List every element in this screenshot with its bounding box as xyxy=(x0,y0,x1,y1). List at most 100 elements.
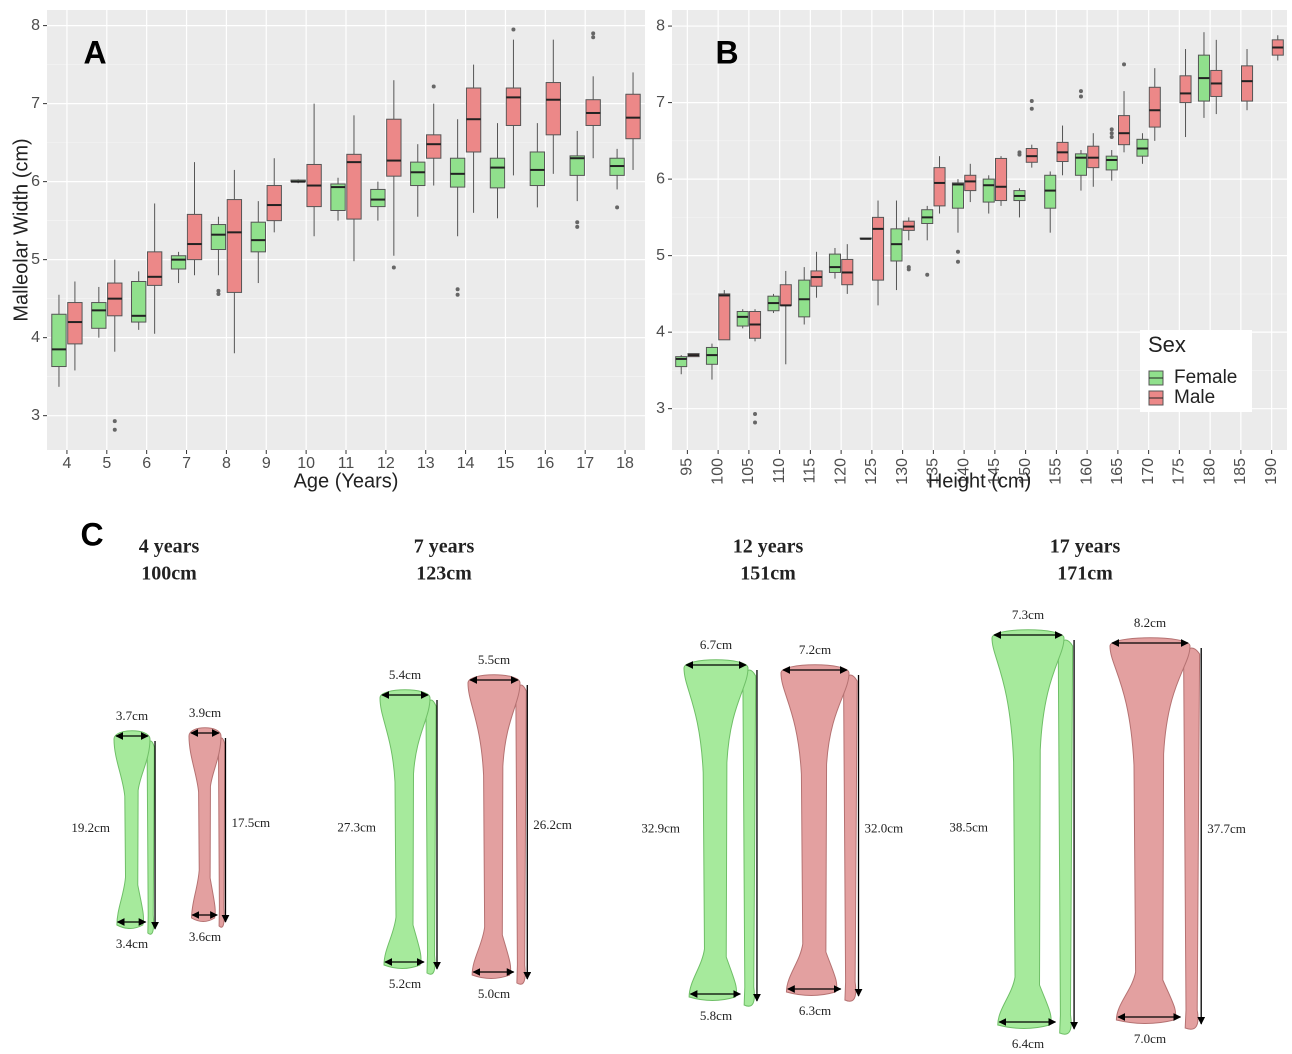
length-label: 19.2cm xyxy=(71,820,110,835)
outlier xyxy=(456,293,460,297)
male-tibia xyxy=(781,665,849,996)
x-tick-label: 175 xyxy=(1171,458,1188,485)
box xyxy=(983,179,994,202)
y-tick-label: 5 xyxy=(31,251,40,268)
y-tick-label: 7 xyxy=(31,95,40,112)
outlier xyxy=(432,84,436,88)
outlier xyxy=(1079,89,1083,93)
box xyxy=(1106,156,1117,170)
outlier xyxy=(575,220,579,224)
outlier xyxy=(753,412,757,416)
x-tick-label: 190 xyxy=(1263,458,1280,485)
box xyxy=(952,183,963,208)
y-tick-label: 6 xyxy=(656,170,665,187)
length-label: 32.9cm xyxy=(641,820,680,835)
x-tick-label: 6 xyxy=(142,455,151,472)
outlier xyxy=(925,273,929,277)
outlier xyxy=(511,28,515,32)
x-tick-label: 115 xyxy=(802,458,819,484)
box xyxy=(387,119,401,176)
outlier xyxy=(615,205,619,209)
outlier xyxy=(1030,107,1034,111)
box xyxy=(251,222,265,252)
x-axis-title: Height (cm) xyxy=(928,470,1031,492)
x-tick-label: 180 xyxy=(1201,458,1218,485)
box xyxy=(347,154,361,219)
bottom-width-label: 5.2cm xyxy=(389,976,421,991)
box xyxy=(171,256,185,269)
x-tick-label: 14 xyxy=(457,455,475,472)
top-width-label: 7.2cm xyxy=(799,642,831,657)
outlier xyxy=(907,267,911,271)
box xyxy=(450,158,464,187)
box xyxy=(92,303,106,329)
box xyxy=(1241,66,1252,101)
box xyxy=(427,135,441,158)
outlier xyxy=(956,260,960,264)
outlier xyxy=(1110,131,1114,135)
bottom-width-label: 5.0cm xyxy=(478,986,510,1001)
outlier xyxy=(1030,99,1034,103)
male-fibula xyxy=(1184,648,1200,1029)
male-fibula xyxy=(218,738,224,927)
x-axis-title: Age (Years) xyxy=(294,470,399,492)
length-label: 37.7cm xyxy=(1207,821,1246,836)
outlier xyxy=(456,287,460,291)
box xyxy=(530,152,544,186)
box xyxy=(934,168,945,206)
top-width-label: 7.3cm xyxy=(1012,607,1044,622)
x-tick-label: 8 xyxy=(222,455,231,472)
group-height: 100cm xyxy=(141,563,197,585)
box xyxy=(737,311,748,326)
box xyxy=(211,225,225,250)
top-width-label: 5.4cm xyxy=(389,667,421,682)
bottom-width-label: 6.3cm xyxy=(799,1003,831,1018)
x-tick-label: 13 xyxy=(417,455,435,472)
x-tick-label: 95 xyxy=(679,458,696,476)
box xyxy=(811,271,822,286)
outlier xyxy=(216,292,220,296)
outlier xyxy=(113,428,117,432)
top-width-label: 8.2cm xyxy=(1134,615,1166,630)
box xyxy=(546,83,560,135)
box xyxy=(147,252,161,286)
y-axis-title: Malleolar Width (cm) xyxy=(10,138,32,321)
top-width-label: 6.7cm xyxy=(700,637,732,652)
figure: 345678456789101112131415161718AAge (Year… xyxy=(0,0,1292,1054)
group-age: 12 years xyxy=(733,536,804,558)
top-width-label: 3.9cm xyxy=(189,705,221,720)
box xyxy=(626,94,640,138)
y-tick-label: 3 xyxy=(31,407,40,424)
box xyxy=(780,285,791,306)
outlier xyxy=(956,250,960,254)
x-tick-label: 170 xyxy=(1140,458,1157,485)
box xyxy=(872,217,883,280)
bottom-width-label: 5.8cm xyxy=(700,1008,732,1023)
x-tick-label: 7 xyxy=(182,455,191,472)
box xyxy=(965,175,976,190)
x-tick-label: 185 xyxy=(1232,458,1249,485)
bottom-width-label: 7.0cm xyxy=(1134,1031,1166,1046)
bottom-width-label: 6.4cm xyxy=(1012,1036,1044,1051)
y-tick-label: 8 xyxy=(31,17,40,34)
outlier xyxy=(591,31,595,35)
y-tick-label: 4 xyxy=(31,329,40,346)
legend-label: Male xyxy=(1174,387,1215,408)
male-tibia xyxy=(468,675,520,979)
panel-label: A xyxy=(83,34,106,70)
x-tick-label: 155 xyxy=(1048,458,1065,485)
x-tick-label: 160 xyxy=(1078,458,1095,485)
bottom-width-label: 3.4cm xyxy=(116,936,148,951)
group-height: 171cm xyxy=(1057,563,1113,585)
box xyxy=(411,162,425,185)
x-tick-label: 16 xyxy=(536,455,554,472)
male-tibia xyxy=(189,728,221,922)
y-tick-label: 4 xyxy=(656,323,665,340)
female-tibia xyxy=(684,660,748,1001)
female-fibula xyxy=(147,741,154,934)
outlier xyxy=(113,419,117,423)
box xyxy=(68,303,82,344)
outlier xyxy=(753,420,757,424)
female-fibula xyxy=(743,670,756,1006)
group-age: 17 years xyxy=(1050,536,1121,558)
